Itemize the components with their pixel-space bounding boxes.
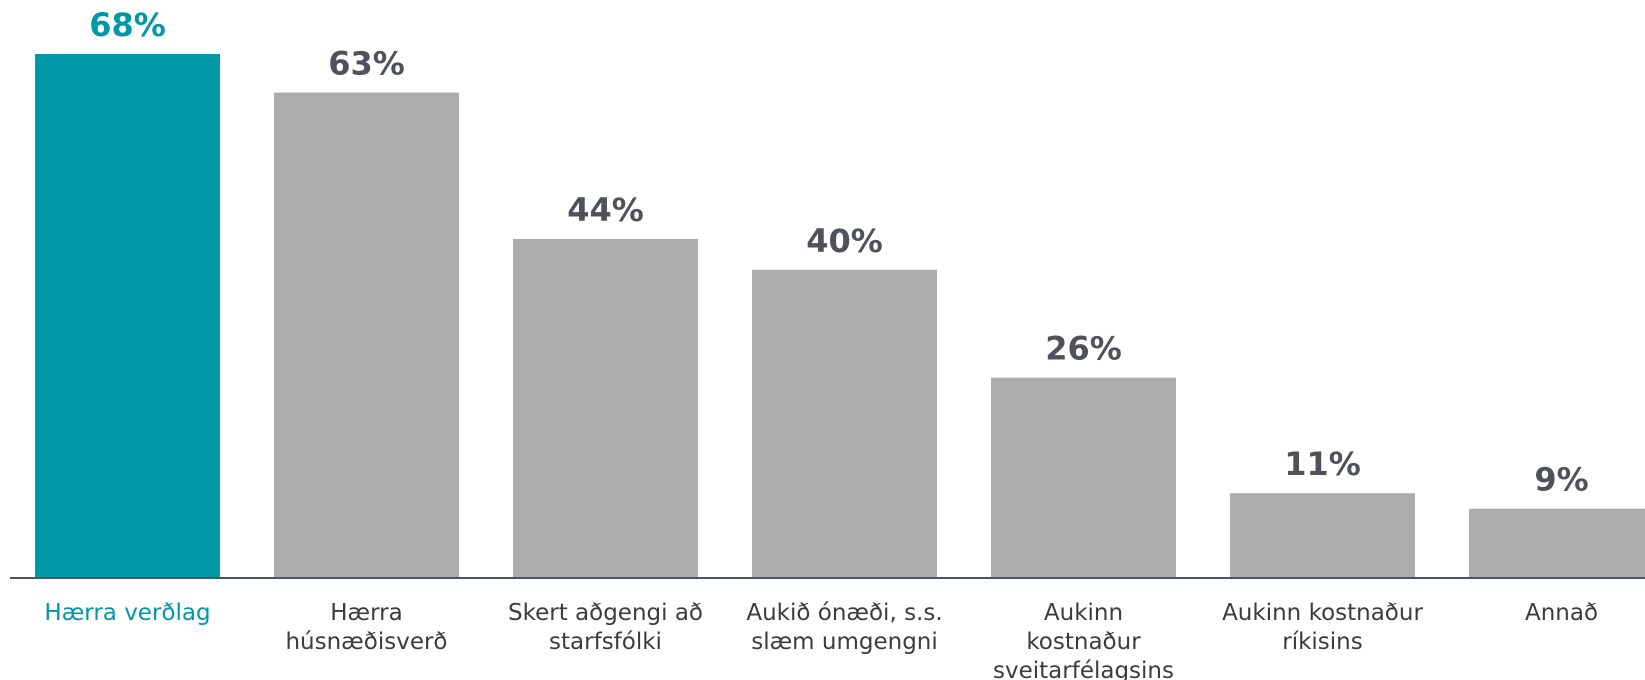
category-label-line: Aukið ónæði, s.s.: [746, 600, 942, 626]
category-label-1: Hærra verðlag: [44, 600, 210, 626]
category-label-6: Aukinn kostnaður ríkisins: [1222, 600, 1423, 655]
bar-6: [1230, 493, 1415, 578]
category-label-line: Hærra: [330, 600, 402, 626]
category-label-line: starfsfólki: [549, 629, 662, 655]
bar-3: [513, 238, 698, 579]
value-labels-group: 68% 63% 44% 40% 26% 11% 9%: [89, 6, 1588, 499]
value-label-1: 68%: [89, 6, 166, 44]
bar-5: [991, 377, 1176, 578]
category-label-7: Annað: [1525, 600, 1598, 626]
category-label-line: slæm umgengni: [751, 629, 938, 655]
category-label-line: Aukinn kostnaður: [1222, 600, 1423, 626]
value-label-6: 11%: [1284, 445, 1361, 483]
category-label-2: Hærra húsnæðisverð: [285, 600, 447, 655]
category-labels-group: Hærra verðlag Hærra húsnæðisverð Skert aðge…: [44, 600, 1598, 680]
category-label-line: Hærra verðlag: [44, 600, 210, 626]
category-label-5: Aukinn kostnaður sveitarfélagsins: [993, 600, 1174, 680]
value-label-2: 63%: [328, 45, 405, 83]
bars-group: [35, 54, 1645, 579]
category-label-3: Skert aðgengi að starfsfólki: [508, 600, 703, 655]
category-label-line: Annað: [1525, 600, 1598, 626]
bar-2: [274, 92, 459, 578]
bar-4: [752, 269, 937, 578]
bar-7: [1469, 508, 1645, 578]
category-label-line: Skert aðgengi að: [508, 600, 703, 626]
category-label-line: kostnaður: [1026, 629, 1141, 655]
value-label-7: 9%: [1534, 461, 1588, 499]
category-label-4: Aukið ónæði, s.s. slæm umgengni: [746, 600, 942, 655]
value-label-3: 44%: [567, 191, 644, 229]
value-label-4: 40%: [806, 222, 883, 260]
bar-1: [35, 54, 220, 578]
category-label-line: húsnæðisverð: [285, 629, 447, 655]
value-label-5: 26%: [1045, 330, 1122, 368]
category-label-line: Aukinn: [1044, 600, 1123, 626]
category-label-line: ríkisins: [1282, 629, 1363, 655]
category-label-line: sveitarfélagsins: [993, 658, 1174, 680]
